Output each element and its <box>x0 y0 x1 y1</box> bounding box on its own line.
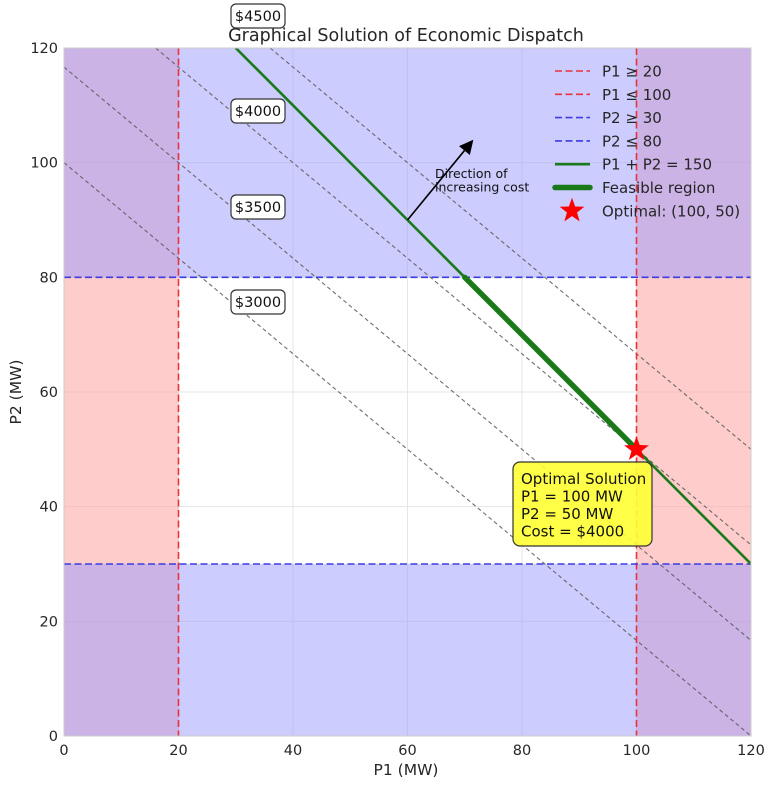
y-tick-label: 20 <box>40 614 58 630</box>
direction-arrow-label: Direction of <box>435 166 508 181</box>
optimal-solution-text: P1 = 100 MW <box>521 488 623 506</box>
optimal-solution-text: Optimal Solution <box>521 470 646 488</box>
x-tick-label: 120 <box>737 743 765 759</box>
legend-label: P2 ≤ 80 <box>602 132 662 150</box>
y-tick-label: 60 <box>40 385 58 401</box>
x-axis-label: P1 (MW) <box>374 761 439 779</box>
cost-label-box <box>230 289 286 315</box>
x-tick-label: 80 <box>513 743 531 759</box>
legend-label: P1 + P2 = 150 <box>602 156 712 174</box>
cost-contour-label: $4000 <box>235 104 281 120</box>
x-tick-label: 20 <box>169 743 187 759</box>
cost-contour-line <box>269 48 751 450</box>
x-tick-label: 60 <box>398 743 416 759</box>
y-tick-label: 40 <box>40 500 58 516</box>
legend-label: Feasible region <box>602 179 715 197</box>
cost-label-box <box>230 98 286 124</box>
direction-arrow-head <box>459 139 474 155</box>
x-tick-label: 100 <box>623 743 651 759</box>
optimal-point-marker <box>624 436 649 460</box>
x-tick-label: 40 <box>284 743 302 759</box>
y-axis-label: P2 (MW) <box>7 360 25 425</box>
legend-label: P1 ≥ 20 <box>602 63 662 81</box>
legend-label: P2 ≥ 30 <box>602 109 662 127</box>
chart-title: Graphical Solution of Economic Dispatch <box>228 26 584 46</box>
optimal-solution-text: Cost = $4000 <box>521 523 624 541</box>
cost-contour-label: $4500 <box>235 9 281 25</box>
cost-contour-label: $3000 <box>235 295 281 311</box>
cost-label-box <box>230 3 286 29</box>
y-tick-label: 120 <box>30 41 58 57</box>
optimal-solution-box <box>512 461 653 547</box>
plot-border <box>63 47 752 737</box>
optimal-solution-text: P2 = 50 MW <box>521 505 613 523</box>
y-tick-label: 0 <box>49 729 58 745</box>
cost-contour-label: $3500 <box>235 200 281 216</box>
direction-arrow-label: increasing cost <box>435 180 529 195</box>
legend-label: P1 ≤ 100 <box>602 86 671 104</box>
feasible-region-line <box>462 274 640 453</box>
plot-area <box>64 48 751 736</box>
y-tick-label: 80 <box>40 270 58 286</box>
direction-arrow-line <box>406 150 466 221</box>
cost-contour-line <box>155 48 751 546</box>
legend-marker <box>559 197 585 222</box>
legend-label: Optimal: (100, 50) <box>602 202 740 220</box>
y-tick-label: 100 <box>30 156 58 172</box>
x-tick-label: 0 <box>59 743 68 759</box>
cost-label-box <box>230 194 286 220</box>
legend: P1 ≥ 20 P1 ≤ 100 P2 ≥ 30 P2 ≤ 80 P1 + P2 = 1… <box>552 63 740 222</box>
